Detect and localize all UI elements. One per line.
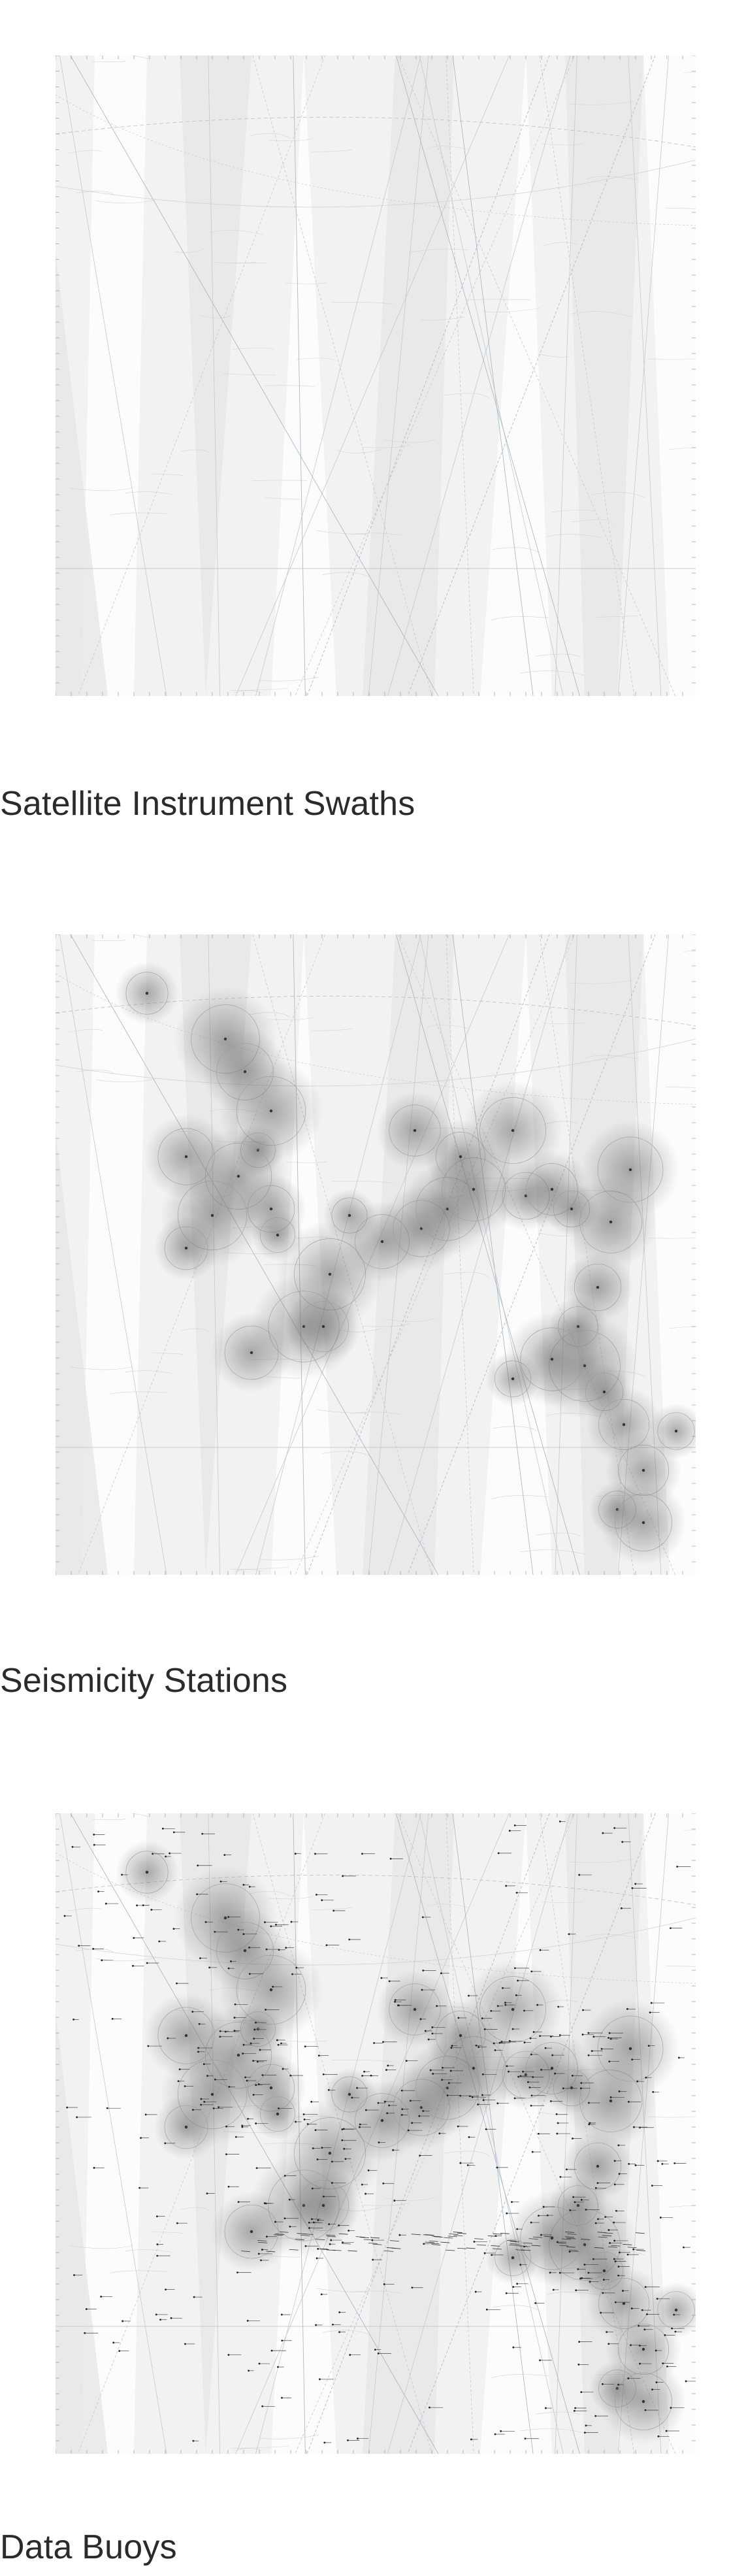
map-base-layer — [56, 56, 696, 696]
buoy-markers — [63, 1821, 696, 2444]
map-frame-ticks — [56, 56, 696, 696]
buoys-map-graphic — [56, 1813, 696, 2454]
seismic-map-graphic — [56, 934, 696, 1575]
station-markers — [115, 961, 696, 1566]
caption-data-buoys: Data Buoys — [0, 2528, 177, 2566]
caption-satellite-swaths: Satellite Instrument Swaths — [0, 785, 415, 823]
satellite-swaths-map — [56, 56, 696, 696]
data-buoys-map — [56, 1813, 696, 2454]
caption-seismicity-stations: Seismicity Stations — [0, 1662, 288, 1700]
swaths-map-graphic — [56, 56, 696, 696]
seismicity-stations-map — [56, 934, 696, 1575]
